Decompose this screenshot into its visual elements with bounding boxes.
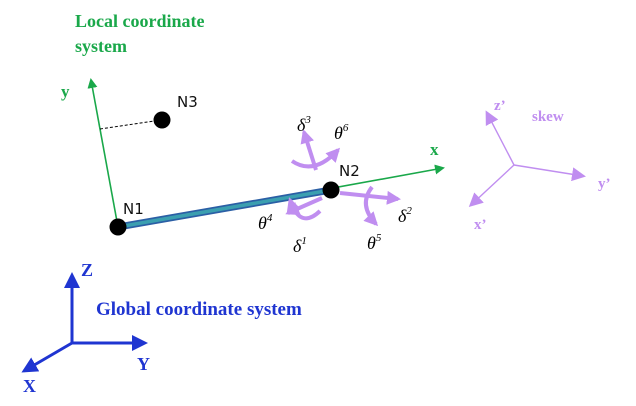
local-y-axis [87,78,119,228]
dof-theta4-arrow [286,197,322,221]
global-y-label: Y [137,354,150,374]
node-n2 [322,181,340,199]
dof-theta5-label: θ5 [367,232,382,253]
local-y-label: y [61,82,70,101]
node-n3 [153,111,171,129]
n3-reference-line [99,119,162,130]
skew-y-label: y’ [598,176,611,192]
dof-delta2-label: δ2 [398,205,412,226]
global-x-label: X [23,376,36,396]
dof-delta3-arrow [300,129,318,171]
global-x-axis [21,341,73,373]
node-n2-label: N2 [339,162,360,180]
dof-theta5-arrow [363,185,379,227]
skew-x-label: x’ [474,217,487,233]
skew-x-axis [468,164,515,208]
dof-delta1-label: δ1 [293,235,307,256]
skew-z-label: z’ [494,98,506,114]
dof-theta4-label: θ4 [258,212,273,233]
local-system-title-line1: Local coordinate [75,11,204,31]
skew-z-axis [485,110,515,166]
local-x-label: x [430,140,439,159]
dof-theta6-label: θ6 [334,122,349,143]
node-n1-label: N1 [123,200,144,218]
node-n1 [109,218,127,236]
local-system-title-line2: system [75,36,127,56]
skew-y-axis [513,164,586,182]
dof-delta3-label: δ3 [297,114,311,135]
global-system-title: Global coordinate system [96,299,302,320]
global-z-label: Z [81,260,93,280]
dof-theta6-arrow [290,147,341,169]
beam-element [116,188,333,229]
skew-title: skew [532,109,564,125]
node-n3-label: N3 [177,93,198,111]
